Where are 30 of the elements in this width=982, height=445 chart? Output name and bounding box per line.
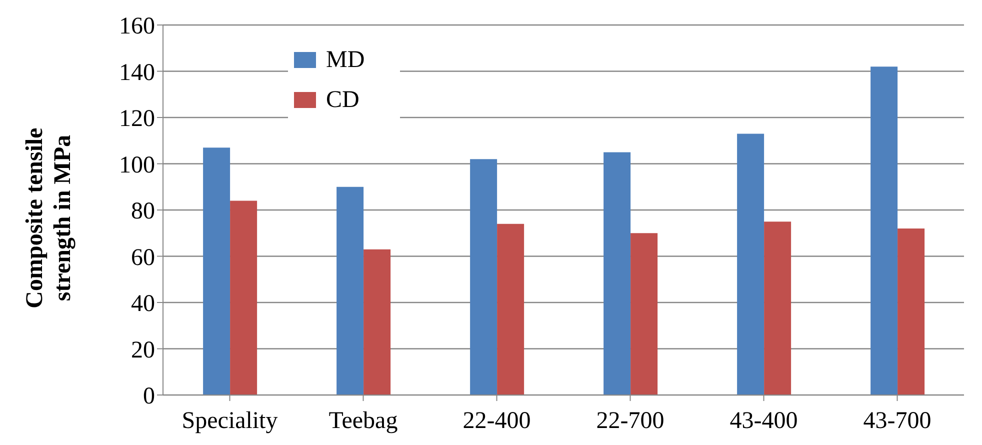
y-tick-label: 20 [131, 337, 155, 364]
x-tick-label: 22-700 [596, 408, 664, 434]
bar [336, 186, 364, 395]
x-tick-label: 22-400 [462, 408, 531, 434]
bar [870, 66, 898, 395]
bar [604, 152, 631, 395]
bar [470, 159, 498, 395]
y-tick-label: 80 [131, 198, 155, 225]
legend-label: MD [326, 46, 365, 74]
legend-label: CD [326, 86, 360, 114]
bar [203, 148, 230, 395]
x-tick-label: Teebag [328, 408, 398, 434]
x-tick-label: 43-700 [863, 408, 932, 434]
bar [898, 228, 925, 395]
y-tick-label: 100 [119, 152, 155, 178]
bar [230, 200, 258, 395]
y-tick-label: 60 [131, 244, 155, 271]
y-tick-label: 160 [119, 14, 155, 40]
y-tick-label: 0 [143, 384, 155, 410]
x-tick-label: 43-400 [730, 408, 798, 434]
y-tick-label: 140 [119, 60, 155, 86]
y-axis-title: Composite tensile strength in MPa [22, 127, 76, 308]
bar [364, 249, 391, 395]
bar [737, 134, 764, 395]
y-tick-label: 120 [119, 106, 155, 132]
bar [764, 222, 792, 395]
bar [497, 224, 524, 395]
bar [630, 233, 658, 395]
y-tick-label: 40 [131, 291, 155, 318]
x-tick-label: Speciality [182, 408, 278, 434]
